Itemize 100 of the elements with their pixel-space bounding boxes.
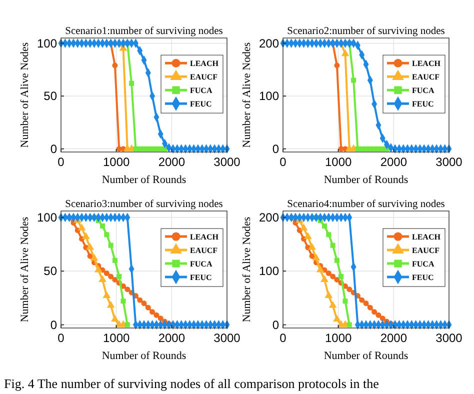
chart-title: Scenario3:number of surviving nodes bbox=[65, 199, 223, 210]
point bbox=[334, 39, 340, 48]
point bbox=[388, 144, 394, 152]
legend-label: FUCA bbox=[412, 260, 434, 269]
point bbox=[380, 146, 386, 152]
point bbox=[309, 39, 315, 48]
point bbox=[308, 243, 316, 250]
point bbox=[322, 39, 328, 48]
point bbox=[312, 254, 320, 260]
point bbox=[112, 39, 118, 48]
point bbox=[380, 316, 386, 322]
legend-label: FEUC bbox=[190, 273, 212, 282]
point bbox=[82, 232, 90, 240]
point bbox=[300, 224, 308, 230]
point bbox=[388, 320, 394, 329]
point bbox=[133, 146, 138, 152]
x-tick-label: 1000 bbox=[102, 331, 130, 345]
point bbox=[87, 39, 93, 48]
point bbox=[104, 270, 110, 276]
point bbox=[120, 298, 126, 304]
point bbox=[329, 301, 336, 308]
point bbox=[124, 286, 130, 292]
y-tick-label: 200 bbox=[258, 210, 280, 224]
point bbox=[94, 266, 102, 272]
point bbox=[182, 320, 188, 329]
point bbox=[158, 320, 164, 329]
point bbox=[111, 315, 118, 322]
point bbox=[112, 276, 118, 282]
x-axis-title: Number of Rounds bbox=[102, 350, 186, 362]
x-tick-label: 2000 bbox=[158, 331, 186, 345]
point bbox=[380, 320, 386, 329]
legend-label: EAUCF bbox=[190, 246, 218, 256]
point bbox=[305, 39, 311, 48]
y-tick-label: 50 bbox=[44, 89, 58, 104]
y-tick-label: 100 bbox=[36, 36, 58, 50]
point bbox=[74, 39, 80, 48]
x-tick-label: 2000 bbox=[380, 155, 408, 169]
y-tick-label: 100 bbox=[258, 264, 280, 278]
x-axis-title: Number of Rounds bbox=[324, 350, 408, 362]
y-axis-title: Number of Alive Nodes bbox=[241, 42, 253, 148]
point bbox=[309, 253, 315, 259]
point bbox=[376, 312, 382, 318]
point bbox=[326, 232, 332, 238]
legend-label: FUCA bbox=[190, 260, 212, 269]
point bbox=[334, 62, 340, 68]
y-tick-label: 200 bbox=[258, 36, 280, 50]
point bbox=[124, 322, 130, 328]
legend-label: FUCA bbox=[412, 86, 434, 96]
chart-title: Scenario2:number of surviving nodes bbox=[287, 26, 445, 37]
point bbox=[421, 320, 427, 329]
legend-label: LEACH bbox=[412, 232, 442, 242]
point bbox=[150, 309, 156, 315]
caption: Fig. 4 The number of surviving nodes of all comparison protocols in the bbox=[4, 376, 380, 391]
point bbox=[355, 146, 360, 152]
point bbox=[146, 146, 151, 152]
x-tick-label: 3000 bbox=[214, 155, 241, 169]
point bbox=[83, 39, 89, 48]
point bbox=[334, 276, 340, 282]
y-tick-label: 50 bbox=[44, 264, 58, 278]
point bbox=[350, 39, 356, 48]
point bbox=[166, 320, 172, 329]
point bbox=[100, 224, 105, 229]
point bbox=[98, 276, 106, 282]
chart-title: Scenario4:number of surviving nodes bbox=[287, 199, 445, 210]
point bbox=[417, 320, 423, 329]
point bbox=[137, 297, 143, 303]
y-tick-label: 0 bbox=[272, 142, 280, 156]
x-axis-title: Number of Rounds bbox=[324, 174, 408, 186]
point bbox=[104, 232, 110, 238]
point bbox=[208, 320, 214, 329]
point bbox=[359, 297, 365, 303]
legend-label: EAUCF bbox=[412, 72, 440, 82]
point bbox=[112, 258, 118, 263]
y-tick-label: 0 bbox=[50, 318, 58, 332]
point bbox=[86, 243, 94, 250]
point bbox=[166, 144, 172, 152]
point bbox=[376, 320, 382, 329]
legend-label: LEACH bbox=[190, 232, 220, 242]
point bbox=[108, 242, 114, 248]
point bbox=[346, 322, 352, 328]
point bbox=[158, 316, 164, 322]
point bbox=[334, 258, 340, 263]
y-tick-label: 100 bbox=[36, 210, 58, 224]
point bbox=[199, 320, 205, 329]
legend-label: FEUC bbox=[412, 100, 434, 109]
point bbox=[116, 274, 122, 279]
y-tick-label: 0 bbox=[272, 318, 280, 332]
point bbox=[316, 266, 324, 272]
point bbox=[342, 50, 349, 56]
legend-label: FUCA bbox=[190, 86, 212, 96]
x-tick-label: 3000 bbox=[214, 331, 241, 345]
point bbox=[154, 312, 160, 318]
point bbox=[363, 320, 369, 329]
legend-label: FEUC bbox=[190, 100, 212, 109]
point bbox=[141, 320, 147, 329]
point bbox=[330, 274, 336, 280]
y-tick-label: 100 bbox=[258, 89, 280, 104]
legend-label: EAUCF bbox=[412, 246, 440, 256]
legend-label: EAUCF bbox=[190, 72, 218, 82]
point bbox=[296, 39, 302, 48]
